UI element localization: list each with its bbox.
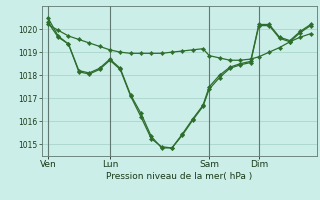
X-axis label: Pression niveau de la mer( hPa ): Pression niveau de la mer( hPa ) (106, 172, 252, 181)
